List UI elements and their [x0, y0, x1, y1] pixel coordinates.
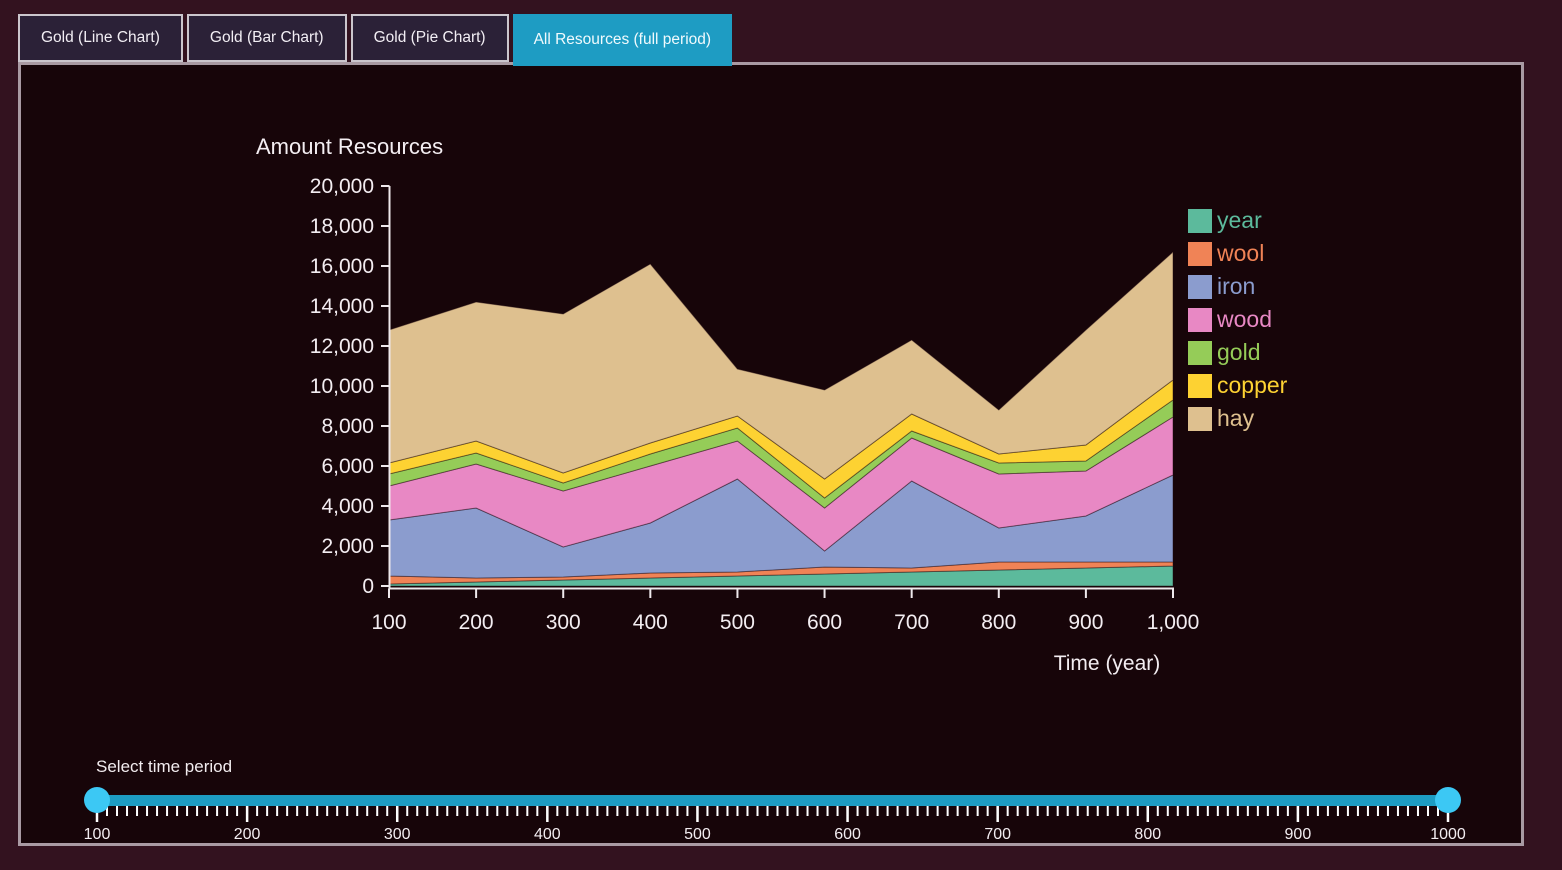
y-tick-label: 6,000: [321, 455, 374, 478]
y-tick-label: 8,000: [321, 415, 374, 438]
tab-gold-line-chart[interactable]: Gold (Line Chart): [18, 14, 183, 62]
legend-item-wood[interactable]: wood: [1188, 303, 1287, 336]
area-iron[interactable]: [388, 474, 1174, 579]
x-tick-label: 700: [894, 611, 929, 634]
chart-panel: Amount Resources 0 2,000 4,000 6,000 8,000 10…: [18, 62, 1524, 846]
legend-swatch-wood: [1188, 307, 1212, 332]
legend-label-gold: gold: [1217, 339, 1261, 365]
x-tick-label: 300: [546, 611, 581, 634]
slider-tick-label: 700: [984, 826, 1011, 843]
legend-swatch-copper: [1188, 373, 1212, 398]
y-tick-label: 14,000: [310, 295, 374, 318]
legend-item-copper[interactable]: copper: [1188, 369, 1287, 402]
legend-label-wool: wool: [1217, 240, 1265, 266]
slider-tick-label: 900: [1285, 826, 1312, 843]
chart-legend: year wool iron wood gold copper hay: [1188, 204, 1287, 435]
y-tick-label: 20,000: [310, 175, 374, 198]
slider-label: Select time period: [96, 757, 233, 776]
x-tick-label: 200: [459, 611, 494, 634]
legend-swatch-year: [1188, 208, 1212, 233]
slider-tick-label: 800: [1134, 826, 1161, 843]
y-tick-label: 12,000: [310, 335, 374, 358]
legend-item-gold[interactable]: gold: [1188, 336, 1287, 369]
slider-track[interactable]: [96, 795, 1449, 806]
slider-handle-min[interactable]: [84, 787, 110, 813]
legend-item-hay[interactable]: hay: [1188, 402, 1287, 435]
y-tick-label: 16,000: [310, 255, 374, 278]
y-tick-label: 4,000: [321, 495, 374, 518]
x-tick-label: 900: [1068, 611, 1103, 634]
legend-swatch-gold: [1188, 340, 1212, 365]
y-tick-label: 18,000: [310, 215, 374, 238]
y-axis: 0 2,000 4,000 6,000 8,000 10,000 12,000 14,000 1…: [310, 175, 391, 598]
legend-swatch-wool: [1188, 241, 1212, 266]
slider-ruler: 100 200 300 400 500 600 700 800 900 1000: [84, 806, 1466, 843]
legend-label-copper: copper: [1217, 372, 1288, 398]
slider-tick-label: 1000: [1430, 826, 1466, 843]
chart-title: Amount Resources: [256, 134, 444, 159]
tab-gold-pie-chart[interactable]: Gold (Pie Chart): [350, 14, 509, 62]
legend-label-hay: hay: [1217, 405, 1255, 431]
stacked-area-chart: 0 2,000 4,000 6,000 8,000 10,000 12,000 14,000 1…: [310, 175, 1200, 675]
slider-ruler-ticks: 100 200 300 400 500 600 700 800 900 1000: [84, 806, 1466, 843]
slider-tick-label: 100: [84, 826, 111, 843]
tab-gold-bar-chart[interactable]: Gold (Bar Chart): [186, 14, 347, 62]
x-tick-label: 400: [633, 611, 668, 634]
slider-handle-max[interactable]: [1435, 787, 1461, 813]
area-copper[interactable]: [388, 379, 1174, 499]
slider-tick-label: 300: [384, 826, 411, 843]
x-axis-title: Time (year): [1054, 652, 1161, 675]
area-gold[interactable]: [388, 399, 1174, 509]
x-axis: 100 200 300 400 500 600 700 800 900 1,000 Time (ye…: [371, 587, 1200, 675]
legend-swatch-hay: [1188, 406, 1212, 431]
slider-tick-label: 600: [834, 826, 861, 843]
slider-tick-label: 400: [534, 826, 561, 843]
legend-item-wool[interactable]: wool: [1188, 237, 1287, 270]
legend-label-year: year: [1217, 207, 1262, 233]
x-tick-label: 800: [981, 611, 1016, 634]
x-tick-label: 100: [371, 611, 406, 634]
x-tick-label: 500: [720, 611, 755, 634]
legend-label-wood: wood: [1217, 306, 1272, 332]
y-tick-label: 10,000: [310, 375, 374, 398]
area-hay[interactable]: [388, 250, 1174, 480]
legend-swatch-iron: [1188, 274, 1212, 299]
x-tick-label: 600: [807, 611, 842, 634]
area-year[interactable]: [388, 565, 1174, 587]
slider-tick-label: 500: [684, 826, 711, 843]
y-tick-label: 0: [362, 575, 374, 598]
y-tick-label: 2,000: [321, 535, 374, 558]
tab-bar: Gold (Line Chart) Gold (Bar Chart) Gold …: [18, 14, 733, 66]
legend-label-iron: iron: [1217, 273, 1256, 299]
tab-all-resources-full-period[interactable]: All Resources (full period): [512, 14, 733, 66]
legend-item-iron[interactable]: iron: [1188, 270, 1287, 303]
area-series-group: [388, 250, 1174, 587]
x-tick-label: 1,000: [1147, 611, 1200, 634]
slider-tick-label: 200: [234, 826, 261, 843]
legend-item-year[interactable]: year: [1188, 204, 1287, 237]
